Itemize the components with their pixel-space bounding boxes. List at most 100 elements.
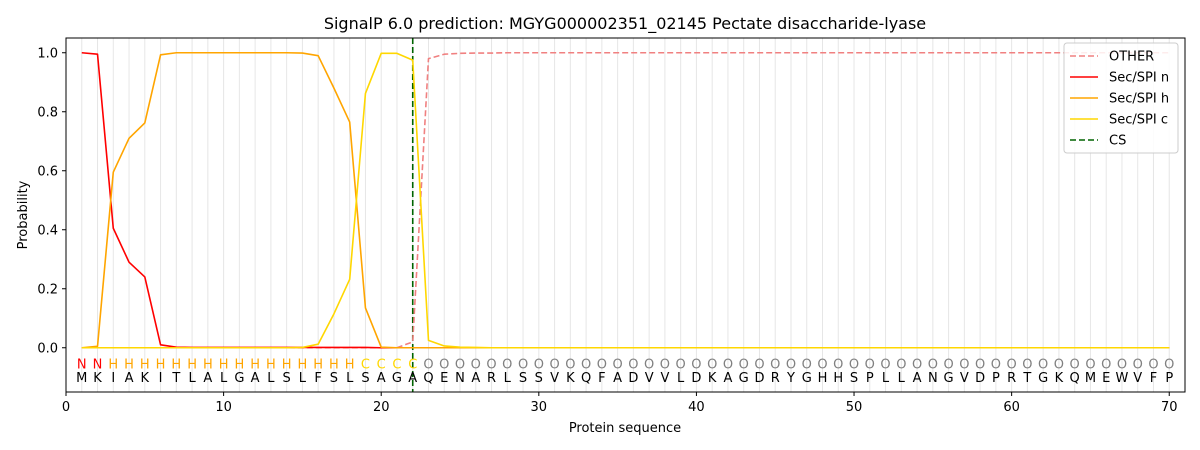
x-tick-label: 10 [215, 400, 232, 415]
y-tick-label: 0.0 [37, 341, 58, 356]
residue-label: G [944, 371, 954, 386]
region-label: H [298, 357, 308, 372]
legend-label: OTHER [1109, 50, 1154, 65]
region-label: O [439, 357, 449, 372]
x-tick-label: 30 [531, 400, 548, 415]
residue-label: H [818, 371, 828, 386]
region-label: O [786, 357, 796, 372]
region-label: O [1148, 357, 1158, 372]
chart-title: SignalP 6.0 prediction: MGYG000002351_02… [324, 14, 926, 34]
region-label: C [361, 357, 370, 372]
x-tick-label: 70 [1161, 400, 1178, 415]
residue-label: A [203, 371, 212, 386]
residue-label: P [992, 371, 1000, 386]
residue-label: K [566, 371, 575, 386]
residue-label: R [771, 371, 780, 386]
region-label: O [1054, 357, 1064, 372]
residue-label: G [739, 371, 749, 386]
series-sec-spi-c [81, 52, 1170, 349]
region-label: H [266, 357, 276, 372]
region-label: O [928, 357, 938, 372]
residue-label: D [754, 371, 764, 386]
residue-label: S [361, 371, 369, 386]
region-label: H [140, 357, 150, 372]
legend-box [1063, 42, 1179, 154]
residue-label: V [960, 371, 969, 386]
residue-label: A [471, 371, 480, 386]
region-label: H [108, 357, 118, 372]
region-label: O [833, 357, 843, 372]
region-label: H [187, 357, 197, 372]
region-label: C [392, 357, 401, 372]
residue-label: G [234, 371, 244, 386]
residue-label: L [677, 371, 685, 386]
axis-ticks: 0 10 20 30 40 50 60 70 0.0 0.2 0.4 0.6 0.8 1.0 [37, 46, 1177, 415]
residue-label: R [1007, 371, 1016, 386]
region-label: N [93, 357, 103, 372]
residue-label: I [111, 371, 115, 386]
residue-label: A [613, 371, 622, 386]
residue-label: Q [1070, 371, 1080, 386]
region-label: O [723, 357, 733, 372]
region-label: O [628, 357, 638, 372]
residue-label: Q [423, 371, 433, 386]
region-label: O [754, 357, 764, 372]
region-label: O [549, 357, 559, 372]
region-label: O [975, 357, 985, 372]
residue-label: A [125, 371, 134, 386]
residue-label: V [645, 371, 654, 386]
x-tick-label: 50 [846, 400, 863, 415]
region-label: O [613, 357, 623, 372]
residue-label: K [1055, 371, 1064, 386]
region-label: O [1101, 357, 1111, 372]
series-other [81, 51, 1170, 349]
region-label: H [234, 357, 244, 372]
x-tick-label: 60 [1003, 400, 1020, 415]
residue-label: F [1150, 371, 1157, 386]
region-label: O [739, 357, 749, 372]
residue-label: A [913, 371, 922, 386]
region-label: H [219, 357, 229, 372]
legend: OTHER Sec/SPI n Sec/SPI h Sec/SPI c CS [1063, 42, 1179, 154]
residue-label: L [898, 371, 906, 386]
residue-label: R [487, 371, 496, 386]
region-label: O [471, 357, 481, 372]
region-label: O [991, 357, 1001, 372]
region-label: O [502, 357, 512, 372]
region-label: C [408, 357, 417, 372]
region-label: O [518, 357, 528, 372]
region-label: O [1070, 357, 1080, 372]
residue-label: V [660, 371, 669, 386]
region-label: O [865, 357, 875, 372]
sequence-labels: NMNKHIHAHKHIHTHLHAHLHGHAHLHSHLHFHSHLCSCA… [76, 357, 1174, 385]
residue-label: S [535, 371, 543, 386]
region-label: O [880, 357, 890, 372]
residue-label: L [882, 371, 890, 386]
region-label: O [581, 357, 591, 372]
residue-label: L [220, 371, 228, 386]
residue-label: H [833, 371, 843, 386]
residue-label: A [723, 371, 732, 386]
region-label: O [1007, 357, 1017, 372]
region-label: O [1164, 357, 1174, 372]
y-tick-label: 0.6 [37, 164, 58, 179]
residue-label: F [314, 371, 321, 386]
series-lines [81, 51, 1170, 349]
x-axis-label: Protein sequence [569, 421, 681, 436]
residue-label: L [504, 371, 512, 386]
residue-label: S [330, 371, 338, 386]
residue-label: D [691, 371, 701, 386]
residue-label: D [975, 371, 985, 386]
region-label: H [124, 357, 134, 372]
residue-label: M [1085, 371, 1096, 386]
residue-label: M [76, 371, 87, 386]
series-sec-spi-h [81, 51, 1170, 349]
region-label: O [660, 357, 670, 372]
region-label: H [203, 357, 213, 372]
region-label: H [329, 357, 339, 372]
region-label: O [896, 357, 906, 372]
residue-label: P [1165, 371, 1173, 386]
region-label: O [959, 357, 969, 372]
residue-label: N [455, 371, 465, 386]
residue-label: F [598, 371, 605, 386]
